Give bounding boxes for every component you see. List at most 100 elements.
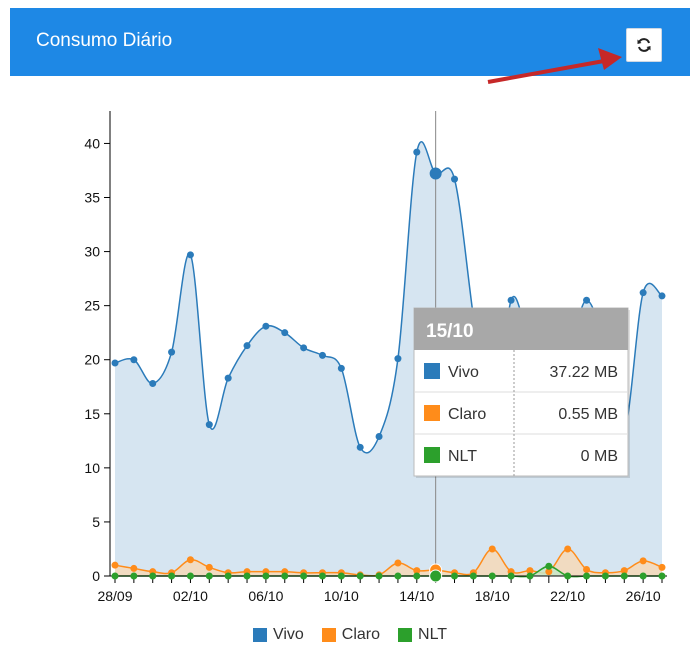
- tooltip-series-name: Claro: [448, 406, 486, 423]
- point-nlt[interactable]: [224, 572, 232, 580]
- point-vivo[interactable]: [149, 380, 157, 388]
- point-nlt[interactable]: [168, 572, 176, 580]
- tooltip-series-value: 0.55 MB: [558, 406, 618, 423]
- point-vivo[interactable]: [205, 421, 213, 429]
- legend-item-nlt[interactable]: NLT: [398, 626, 447, 644]
- legend-label: Claro: [341, 626, 381, 643]
- point-nlt[interactable]: [394, 572, 402, 580]
- x-tick-label: 22/10: [550, 588, 585, 604]
- point-vivo[interactable]: [429, 167, 442, 180]
- y-tick-label: 15: [84, 406, 100, 422]
- tooltip-title: 15/10: [426, 321, 474, 342]
- point-nlt[interactable]: [639, 572, 647, 580]
- point-nlt[interactable]: [583, 572, 591, 580]
- point-nlt[interactable]: [620, 572, 628, 580]
- point-vivo[interactable]: [281, 329, 289, 337]
- point-vivo[interactable]: [168, 348, 176, 356]
- consumo-diario-panel: Consumo Diário 0 5 10 15 20 25 30 35 40 28/09 02/1…: [10, 8, 690, 658]
- point-nlt[interactable]: [488, 572, 496, 580]
- point-claro[interactable]: [394, 559, 402, 567]
- x-tick-label: 10/10: [324, 588, 359, 604]
- point-nlt[interactable]: [130, 572, 138, 580]
- x-tick-label: 06/10: [248, 588, 283, 604]
- point-nlt[interactable]: [469, 572, 477, 580]
- point-nlt[interactable]: [564, 572, 572, 580]
- tooltip-series-value: 37.22 MB: [550, 364, 618, 381]
- tooltip-series-value: 0 MB: [581, 448, 618, 465]
- point-vivo[interactable]: [318, 351, 326, 359]
- point-claro[interactable]: [526, 567, 534, 575]
- tooltip-series-name: Vivo: [448, 364, 479, 381]
- point-nlt[interactable]: [281, 572, 289, 580]
- point-vivo[interactable]: [337, 364, 345, 372]
- point-nlt[interactable]: [337, 572, 345, 580]
- point-nlt[interactable]: [300, 572, 308, 580]
- tooltip-header: [414, 308, 628, 350]
- chart-legend: Vivo Claro NLT: [10, 626, 690, 644]
- point-nlt[interactable]: [243, 572, 251, 580]
- point-nlt[interactable]: [111, 572, 119, 580]
- point-nlt[interactable]: [451, 572, 459, 580]
- point-claro[interactable]: [583, 566, 591, 574]
- point-vivo[interactable]: [394, 355, 402, 363]
- tooltip-series-name: NLT: [448, 448, 477, 465]
- point-claro[interactable]: [545, 568, 553, 576]
- point-nlt[interactable]: [526, 572, 534, 580]
- point-nlt[interactable]: [429, 569, 443, 583]
- point-vivo[interactable]: [507, 296, 515, 304]
- point-vivo[interactable]: [130, 356, 138, 364]
- point-claro[interactable]: [130, 564, 138, 572]
- point-nlt[interactable]: [149, 572, 157, 580]
- area-nlt: [115, 566, 662, 577]
- point-nlt[interactable]: [205, 572, 213, 580]
- refresh-button[interactable]: [626, 28, 662, 62]
- point-nlt[interactable]: [413, 572, 421, 580]
- point-vivo[interactable]: [111, 359, 119, 367]
- y-tick-label: 20: [84, 352, 100, 368]
- point-claro[interactable]: [564, 545, 572, 553]
- y-tick-label: 40: [84, 135, 100, 151]
- point-vivo[interactable]: [243, 342, 251, 350]
- legend-label: Vivo: [272, 626, 304, 643]
- point-claro[interactable]: [639, 557, 647, 565]
- point-nlt[interactable]: [658, 572, 666, 580]
- point-vivo[interactable]: [451, 175, 459, 183]
- legend-item-claro[interactable]: Claro: [321, 626, 381, 644]
- y-tick-label: 10: [84, 460, 100, 476]
- point-vivo[interactable]: [375, 433, 383, 440]
- point-nlt[interactable]: [262, 572, 270, 580]
- point-vivo[interactable]: [583, 296, 591, 304]
- legend-swatch: [321, 628, 336, 642]
- point-vivo[interactable]: [224, 374, 232, 382]
- point-vivo[interactable]: [300, 344, 308, 352]
- consumo-chart: 0 5 10 15 20 25 30 35 40 28/09 02/10 06/10 10/10 14/1…: [84, 111, 667, 604]
- point-nlt[interactable]: [601, 572, 609, 580]
- point-nlt[interactable]: [375, 572, 383, 580]
- point-claro[interactable]: [658, 563, 666, 571]
- panel-header: Consumo Diário: [10, 8, 690, 76]
- point-claro[interactable]: [413, 567, 421, 575]
- y-tick-label: 5: [92, 514, 100, 530]
- point-vivo[interactable]: [658, 292, 666, 300]
- y-tick-label: 0: [92, 568, 100, 584]
- point-nlt[interactable]: [507, 572, 515, 580]
- point-nlt[interactable]: [318, 572, 326, 580]
- point-claro[interactable]: [186, 556, 194, 564]
- y-tick-label: 30: [84, 244, 100, 260]
- point-vivo[interactable]: [639, 289, 647, 297]
- point-claro[interactable]: [620, 567, 628, 575]
- point-claro[interactable]: [488, 545, 496, 553]
- legend-swatch: [252, 628, 267, 642]
- refresh-icon: [637, 38, 651, 52]
- point-nlt[interactable]: [356, 572, 364, 580]
- legend-item-vivo[interactable]: Vivo: [252, 626, 304, 644]
- point-claro[interactable]: [111, 561, 119, 569]
- point-claro[interactable]: [205, 563, 213, 571]
- point-vivo[interactable]: [356, 443, 364, 451]
- point-vivo[interactable]: [413, 148, 421, 156]
- point-nlt[interactable]: [186, 572, 194, 580]
- point-vivo[interactable]: [262, 322, 270, 330]
- point-vivo[interactable]: [186, 251, 194, 259]
- legend-swatch: [398, 628, 413, 642]
- point-nlt[interactable]: [545, 562, 553, 570]
